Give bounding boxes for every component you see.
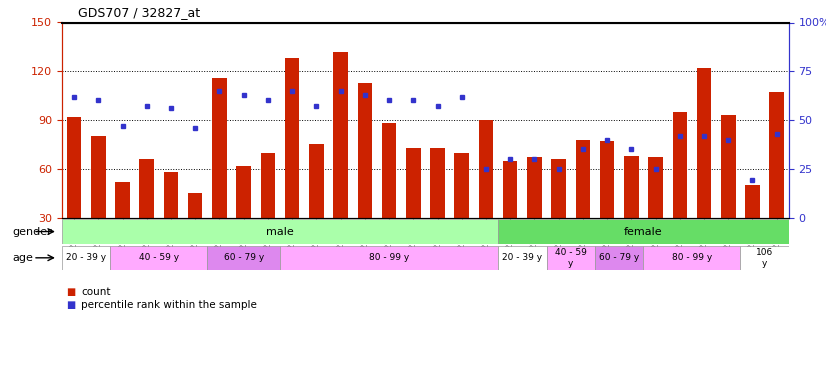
Bar <box>576 140 590 218</box>
Bar <box>740 246 789 270</box>
Text: age: age <box>12 253 33 263</box>
Bar <box>406 148 420 217</box>
Text: gender: gender <box>12 226 52 237</box>
Bar <box>116 182 130 218</box>
Bar <box>745 185 760 218</box>
Bar <box>188 193 202 217</box>
Bar <box>527 158 542 218</box>
Text: ■: ■ <box>66 300 75 310</box>
Bar <box>624 156 638 218</box>
Bar <box>672 112 687 218</box>
Text: 20 - 39 y: 20 - 39 y <box>502 254 543 262</box>
Bar <box>547 246 595 270</box>
Bar <box>721 115 735 218</box>
Bar <box>212 78 226 218</box>
Bar <box>334 52 348 217</box>
Bar <box>236 165 251 218</box>
Bar <box>648 158 662 218</box>
Text: 80 - 99 y: 80 - 99 y <box>672 254 712 262</box>
Bar <box>595 246 643 270</box>
Bar <box>430 148 444 217</box>
Text: female: female <box>624 226 662 237</box>
Bar <box>770 92 784 218</box>
Text: male: male <box>266 226 294 237</box>
Bar <box>552 159 566 218</box>
Text: 60 - 79 y: 60 - 79 y <box>224 254 263 262</box>
Bar <box>285 58 299 217</box>
Bar <box>498 246 547 270</box>
Text: 60 - 79 y: 60 - 79 y <box>599 254 639 262</box>
Bar <box>697 68 711 218</box>
Text: ■: ■ <box>66 287 75 297</box>
Text: 20 - 39 y: 20 - 39 y <box>66 254 107 262</box>
Bar <box>91 136 106 218</box>
Bar <box>309 144 324 218</box>
Text: GDS707 / 32827_at: GDS707 / 32827_at <box>78 6 201 19</box>
Text: count: count <box>81 287 111 297</box>
Bar <box>600 141 615 218</box>
Bar <box>140 159 154 218</box>
Bar <box>280 246 498 270</box>
Bar <box>207 246 280 270</box>
Bar <box>358 82 372 218</box>
Text: 40 - 59
y: 40 - 59 y <box>555 248 586 267</box>
Bar <box>164 172 178 217</box>
Bar <box>503 160 517 218</box>
Bar <box>67 117 81 218</box>
Text: 40 - 59 y: 40 - 59 y <box>139 254 179 262</box>
Text: 106
y: 106 y <box>756 248 773 267</box>
Bar <box>261 153 275 218</box>
Bar <box>643 246 740 270</box>
Bar <box>62 219 498 244</box>
Bar <box>454 153 469 218</box>
Bar <box>62 246 111 270</box>
Bar <box>498 219 789 244</box>
Bar <box>111 246 207 270</box>
Text: 80 - 99 y: 80 - 99 y <box>369 254 409 262</box>
Text: percentile rank within the sample: percentile rank within the sample <box>81 300 257 310</box>
Bar <box>479 120 493 218</box>
Bar <box>382 123 396 218</box>
